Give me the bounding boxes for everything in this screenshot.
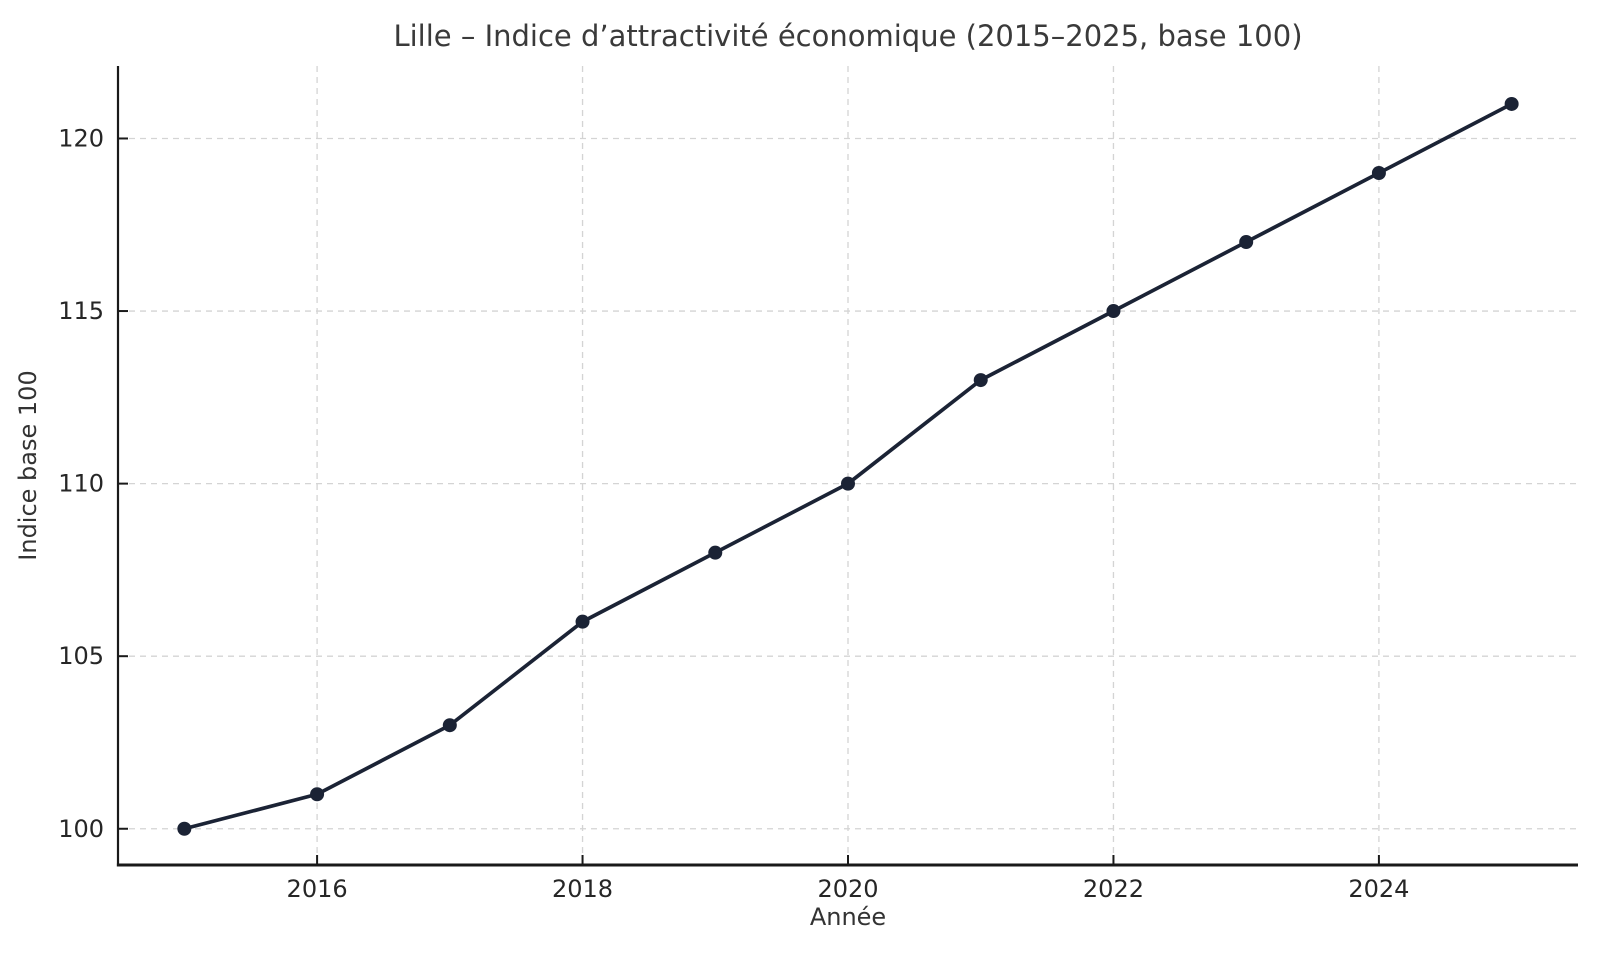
data-point bbox=[1371, 165, 1386, 180]
tick-marks bbox=[118, 137, 1380, 865]
data-point bbox=[1504, 96, 1519, 111]
data-point bbox=[1239, 235, 1254, 250]
data-point bbox=[310, 787, 325, 802]
data-point bbox=[1106, 304, 1121, 319]
y-tick-label: 105 bbox=[58, 642, 104, 670]
data-point bbox=[708, 545, 723, 560]
data-point bbox=[973, 373, 988, 388]
x-tick-label: 2022 bbox=[1083, 875, 1144, 903]
data-point bbox=[177, 821, 192, 836]
tick-labels: 100 105 110 115 120 2016 2018 2020 2022 2024 bbox=[58, 124, 1409, 903]
y-tick-label: 115 bbox=[58, 297, 104, 325]
data-series bbox=[177, 96, 1519, 836]
data-point bbox=[841, 476, 855, 491]
x-tick-label: 2018 bbox=[552, 875, 613, 903]
y-axis-label: Indice base 100 bbox=[14, 370, 42, 560]
y-tick-label: 110 bbox=[58, 470, 104, 498]
x-axis-label: Année bbox=[810, 903, 886, 931]
y-tick-label: 120 bbox=[58, 124, 104, 152]
x-tick-label: 2020 bbox=[817, 875, 878, 903]
data-point bbox=[575, 614, 590, 629]
x-tick-label: 2024 bbox=[1348, 875, 1409, 903]
gridlines bbox=[118, 66, 1578, 865]
x-tick-label: 2016 bbox=[287, 875, 348, 903]
y-tick-label: 100 bbox=[58, 815, 104, 843]
data-point bbox=[442, 718, 457, 733]
chart-title: Lille – Indice d’attractivité économique… bbox=[393, 19, 1302, 53]
